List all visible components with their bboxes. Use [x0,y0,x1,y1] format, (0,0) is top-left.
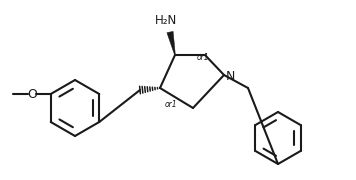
Text: O: O [27,87,37,100]
Text: N: N [226,69,235,82]
Text: H₂N: H₂N [155,14,177,26]
Polygon shape [167,31,176,55]
Text: or1: or1 [165,100,178,109]
Text: or1: or1 [197,53,210,62]
